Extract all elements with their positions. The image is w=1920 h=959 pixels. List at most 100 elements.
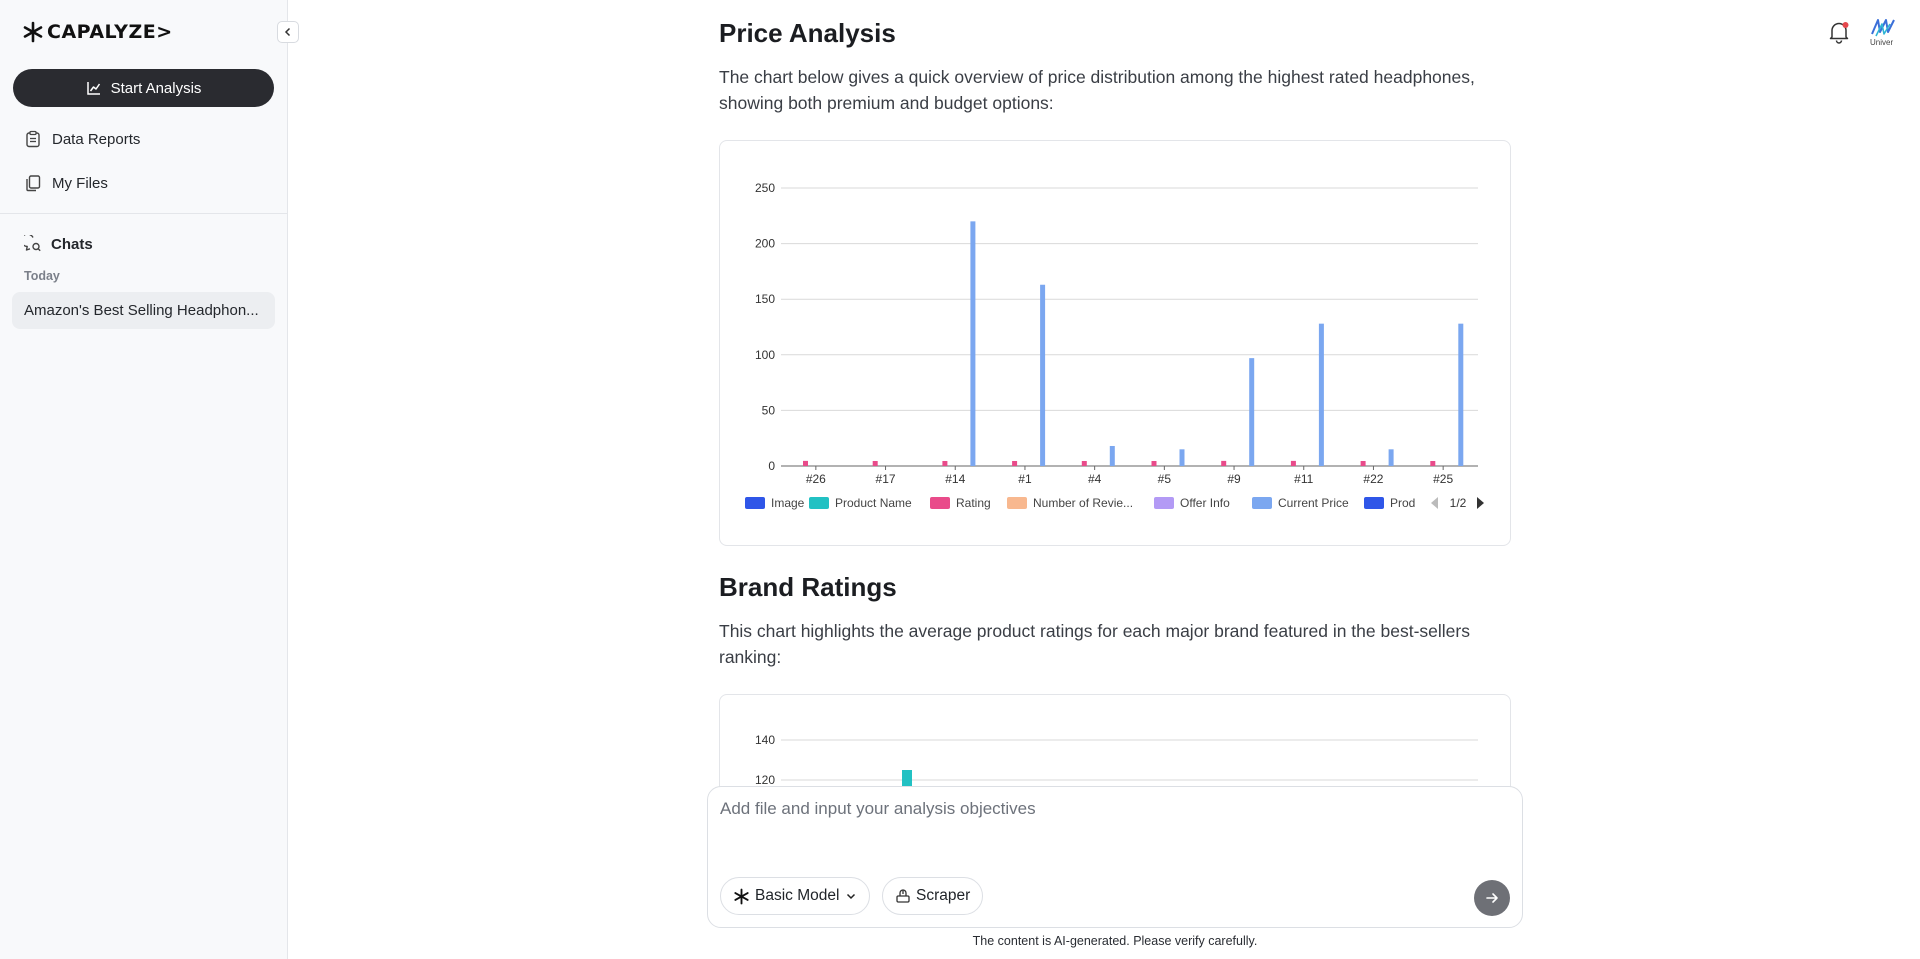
legend-swatch <box>1364 497 1384 509</box>
scraper-icon <box>896 889 910 903</box>
y-tick-label: 120 <box>755 773 775 787</box>
sidebar-divider <box>0 213 288 214</box>
bar-rating <box>1360 460 1366 466</box>
app-logo[interactable]: CAPALYZE> <box>22 20 173 44</box>
bar-rating <box>1290 460 1296 466</box>
x-tick-label: #1 <box>1018 472 1032 486</box>
model-select-button[interactable]: Basic Model <box>720 877 871 915</box>
bar-rating <box>803 460 808 466</box>
x-tick-label: #25 <box>1433 472 1453 486</box>
legend-label: Offer Info <box>1180 496 1230 510</box>
legend-swatch <box>745 497 765 509</box>
university-logo-icon <box>1871 19 1895 37</box>
bar-rating <box>942 460 948 466</box>
x-tick-label: #26 <box>806 472 826 486</box>
section-description-brand-ratings: This chart highlights the average produc… <box>719 621 1470 667</box>
start-analysis-button[interactable]: Start Analysis <box>13 69 274 107</box>
legend-item: Product Name <box>809 496 912 510</box>
chat-search-icon <box>24 235 41 252</box>
bar-current-price <box>1109 445 1115 466</box>
legend-item: Current Price <box>1252 496 1349 510</box>
legend-label: Rating <box>956 496 991 510</box>
send-button[interactable] <box>1474 880 1510 916</box>
nav-label: Data Reports <box>52 130 141 148</box>
legend-swatch <box>1252 497 1272 509</box>
bar-current-price <box>970 221 976 466</box>
nav-item-my-files[interactable]: My Files <box>24 171 108 195</box>
legend-item: Offer Info <box>1154 496 1230 510</box>
bar-current-price <box>1179 449 1185 466</box>
chevron-down-icon <box>847 893 856 900</box>
analysis-input-box[interactable]: Add file and input your analysis objecti… <box>707 786 1523 928</box>
y-tick-label: 140 <box>755 733 775 747</box>
legend-swatch <box>1154 497 1174 509</box>
y-tick-label: 150 <box>755 292 775 306</box>
x-tick-label: #4 <box>1088 472 1102 486</box>
x-tick-label: #17 <box>876 472 896 486</box>
line-chart-icon <box>86 82 100 95</box>
files-icon <box>26 175 41 192</box>
bar-rating <box>1221 460 1227 466</box>
x-tick-label: #5 <box>1158 472 1172 486</box>
scraper-button[interactable]: Scraper <box>882 877 984 915</box>
price-chart-card: 0 50 100 150 200 250 #26 #17 #14 #1 #4 #5 #9 #11 #22 #2… <box>719 140 1511 546</box>
y-tick-label: 0 <box>768 459 775 473</box>
legend-next-icon <box>1477 497 1484 509</box>
bar-current-price <box>1388 449 1394 466</box>
y-tick-label: 200 <box>755 237 775 251</box>
chats-heading: Chats <box>24 235 93 253</box>
legend-item: Prod <box>1364 496 1415 510</box>
bar-current-price <box>1458 323 1464 466</box>
section-title-price-analysis: Price Analysis <box>719 18 896 48</box>
y-tick-label: 250 <box>755 181 775 195</box>
section-title-brand-ratings: Brand Ratings <box>719 572 897 602</box>
bar-rating <box>872 460 878 466</box>
legend-prev-icon <box>1431 497 1438 509</box>
bar-rating <box>1012 460 1018 466</box>
bar-rating <box>1151 460 1157 466</box>
bar-current-price <box>1249 358 1255 466</box>
legend-item: Rating <box>930 496 991 510</box>
chevron-left-icon <box>284 27 291 37</box>
bar-rating <box>1430 460 1436 466</box>
analysis-input-placeholder[interactable]: Add file and input your analysis objecti… <box>720 799 1036 818</box>
legend-label: Product Name <box>835 496 912 510</box>
x-tick-label: #14 <box>945 472 965 486</box>
arrow-right-icon <box>1486 893 1498 903</box>
legend-item: Number of Revie... <box>1007 496 1133 510</box>
chat-group-label: Today <box>24 269 60 283</box>
nav-label: My Files <box>52 174 108 192</box>
nav-item-data-reports[interactable]: Data Reports <box>24 127 140 151</box>
legend-label: Current Price <box>1278 496 1349 510</box>
collapse-sidebar-button[interactable] <box>277 21 299 43</box>
x-tick-label: #22 <box>1363 472 1383 486</box>
legend-item: Image <box>745 496 805 510</box>
legend-mask <box>1426 493 1510 515</box>
chats-heading-label: Chats <box>51 235 93 253</box>
price-bar-chart: 0 50 100 150 200 250 #26 #17 #14 #1 #4 #5 #9 #11 #22 #2… <box>745 181 1510 515</box>
section-description-price-analysis: The chart below gives a quick overview o… <box>719 67 1475 113</box>
y-tick-label: 50 <box>762 403 776 417</box>
y-tick-label: 100 <box>755 348 775 362</box>
legend-swatch <box>1007 497 1027 509</box>
bell-icon <box>1829 22 1849 44</box>
legend-swatch <box>930 497 950 509</box>
x-tick-label: #9 <box>1227 472 1241 486</box>
start-analysis-label: Start Analysis <box>110 79 202 97</box>
asterisk-logo-icon <box>23 21 43 43</box>
legend-label: Prod <box>1390 496 1415 510</box>
legend-label: Image <box>771 496 805 510</box>
ai-disclaimer: The content is AI-generated. Please veri… <box>972 934 1258 948</box>
notification-dot <box>1842 22 1849 28</box>
chat-item[interactable]: Amazon's Best Selling Headphon... <box>12 292 275 329</box>
scraper-label: Scraper <box>916 887 971 904</box>
legend-swatch <box>809 497 829 509</box>
asterisk-icon <box>734 888 749 904</box>
notifications-button[interactable] <box>1826 19 1852 45</box>
bar-current-price <box>1318 323 1324 466</box>
bar-current-price <box>1040 284 1046 466</box>
bar-rating <box>1081 460 1087 466</box>
avatar[interactable] <box>1868 16 1904 50</box>
logo-text: CAPALYZE> <box>47 21 173 43</box>
model-label: Basic Model <box>755 887 840 904</box>
